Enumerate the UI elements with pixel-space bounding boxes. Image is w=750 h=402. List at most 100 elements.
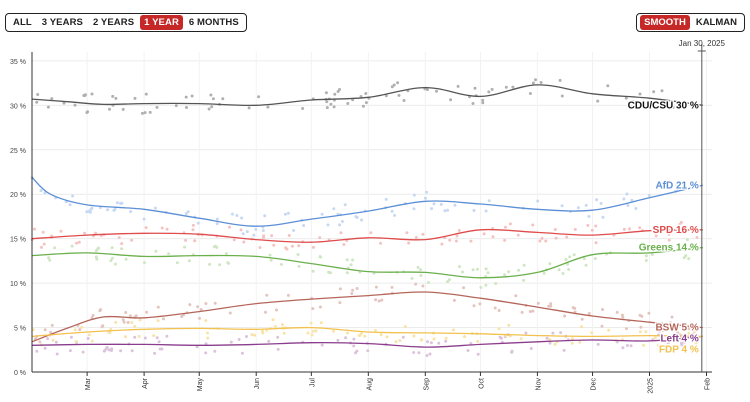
poll-dot bbox=[264, 310, 267, 314]
poll-dot bbox=[544, 239, 548, 243]
range-2-years-button[interactable]: 2 YEARS bbox=[92, 17, 135, 28]
poll-dot bbox=[560, 204, 564, 208]
x-tick-label: 2025 bbox=[648, 378, 655, 394]
poll-dot bbox=[224, 252, 228, 256]
poll-dot bbox=[241, 232, 245, 236]
poll-dot bbox=[531, 81, 535, 85]
poll-dot bbox=[558, 78, 562, 82]
poll-dot bbox=[91, 313, 95, 317]
poll-dot bbox=[195, 345, 199, 349]
poll-dot bbox=[642, 343, 645, 347]
poll-dot bbox=[390, 209, 394, 213]
poll-dot bbox=[401, 335, 405, 339]
poll-dot bbox=[107, 348, 111, 352]
poll-dot bbox=[53, 246, 57, 250]
poll-dot bbox=[310, 333, 314, 337]
poll-dot bbox=[83, 231, 87, 235]
poll-dot bbox=[130, 238, 134, 242]
poll-dot bbox=[272, 243, 276, 247]
poll-dot bbox=[453, 203, 457, 207]
poll-dot bbox=[218, 263, 222, 267]
poll-dot bbox=[379, 333, 383, 337]
kalman-button[interactable]: KALMAN bbox=[695, 17, 737, 28]
poll-dot bbox=[622, 197, 626, 201]
poll-dot bbox=[426, 281, 430, 284]
range-all-button[interactable]: ALL bbox=[13, 17, 32, 28]
poll-dot bbox=[266, 105, 270, 109]
series-label-afd: AfD 21 % bbox=[655, 180, 698, 191]
poll-dot bbox=[625, 327, 628, 331]
poll-dot bbox=[119, 201, 122, 205]
poll-dot bbox=[503, 238, 507, 242]
poll-dot bbox=[214, 244, 217, 248]
poll-dot bbox=[457, 229, 461, 232]
date-cursor[interactable]: Jan 30, 2025 bbox=[679, 39, 726, 372]
poll-dot bbox=[165, 227, 169, 231]
poll-dot bbox=[106, 208, 110, 212]
series-label-fdp: FDP 4 % bbox=[659, 345, 699, 356]
poll-dot bbox=[133, 96, 137, 100]
poll-dot bbox=[359, 332, 363, 336]
poll-dot bbox=[113, 262, 117, 266]
poll-dot bbox=[109, 259, 113, 263]
poll-dot bbox=[687, 331, 691, 335]
poll-dot bbox=[258, 246, 262, 249]
poll-dot bbox=[390, 285, 394, 289]
poll-dot bbox=[469, 239, 473, 243]
poll-dot bbox=[280, 263, 283, 266]
poll-dot bbox=[154, 249, 158, 253]
poll-dot bbox=[520, 310, 524, 314]
poll-dot bbox=[324, 91, 328, 95]
poll-dot bbox=[126, 321, 130, 324]
poll-dot bbox=[355, 287, 359, 290]
poll-dot bbox=[329, 102, 333, 106]
poll-dot bbox=[670, 315, 674, 319]
poll-dot bbox=[314, 329, 318, 333]
poll-dot bbox=[292, 229, 296, 232]
poll-dot bbox=[110, 256, 114, 260]
poll-dot bbox=[425, 190, 429, 194]
poll-dot bbox=[276, 335, 280, 339]
poll-dot bbox=[40, 245, 43, 249]
poll-dot bbox=[481, 98, 485, 102]
poll-dot bbox=[549, 302, 553, 306]
x-tick-label: Dec bbox=[591, 378, 598, 391]
poll-dot bbox=[273, 325, 277, 328]
poll-dot bbox=[109, 327, 113, 331]
poll-dot bbox=[184, 238, 188, 242]
smooth-button[interactable]: SMOOTH bbox=[640, 15, 690, 30]
poll-dot bbox=[514, 294, 518, 298]
poll-dot bbox=[684, 254, 688, 258]
x-tick-label: May bbox=[197, 378, 204, 392]
poll-dot bbox=[567, 268, 571, 271]
range-6-months-button[interactable]: 6 MONTHS bbox=[188, 17, 239, 28]
poll-dot bbox=[580, 325, 584, 329]
poll-dot bbox=[426, 340, 429, 344]
poll-dot bbox=[343, 203, 347, 207]
poll-dot bbox=[153, 351, 157, 355]
range-3-years-button[interactable]: 3 YEARS bbox=[41, 17, 83, 28]
poll-dot bbox=[517, 268, 521, 272]
poll-dot bbox=[377, 299, 381, 303]
poll-dot bbox=[33, 227, 36, 231]
poll-dot bbox=[270, 234, 274, 238]
poll-dot bbox=[318, 255, 322, 259]
poll-dot bbox=[73, 328, 77, 332]
series-label-cducsu: CDU/CSU 30 % bbox=[628, 100, 699, 111]
poll-dot bbox=[215, 222, 219, 226]
poll-dot bbox=[536, 301, 540, 305]
poll-dot bbox=[676, 331, 680, 335]
poll-dot bbox=[443, 209, 447, 213]
poll-dot bbox=[193, 239, 197, 243]
poll-dot bbox=[363, 334, 367, 338]
range-1-year-button[interactable]: 1 YEAR bbox=[140, 15, 183, 30]
poll-dot bbox=[607, 328, 611, 332]
poll-dot bbox=[484, 267, 488, 271]
poll-dot bbox=[620, 313, 624, 317]
poll-dot bbox=[472, 304, 476, 308]
poll-dot bbox=[421, 284, 425, 288]
y-tick-label: 10 % bbox=[10, 281, 26, 288]
poll-dot bbox=[338, 287, 342, 291]
poll-dot bbox=[572, 253, 576, 257]
